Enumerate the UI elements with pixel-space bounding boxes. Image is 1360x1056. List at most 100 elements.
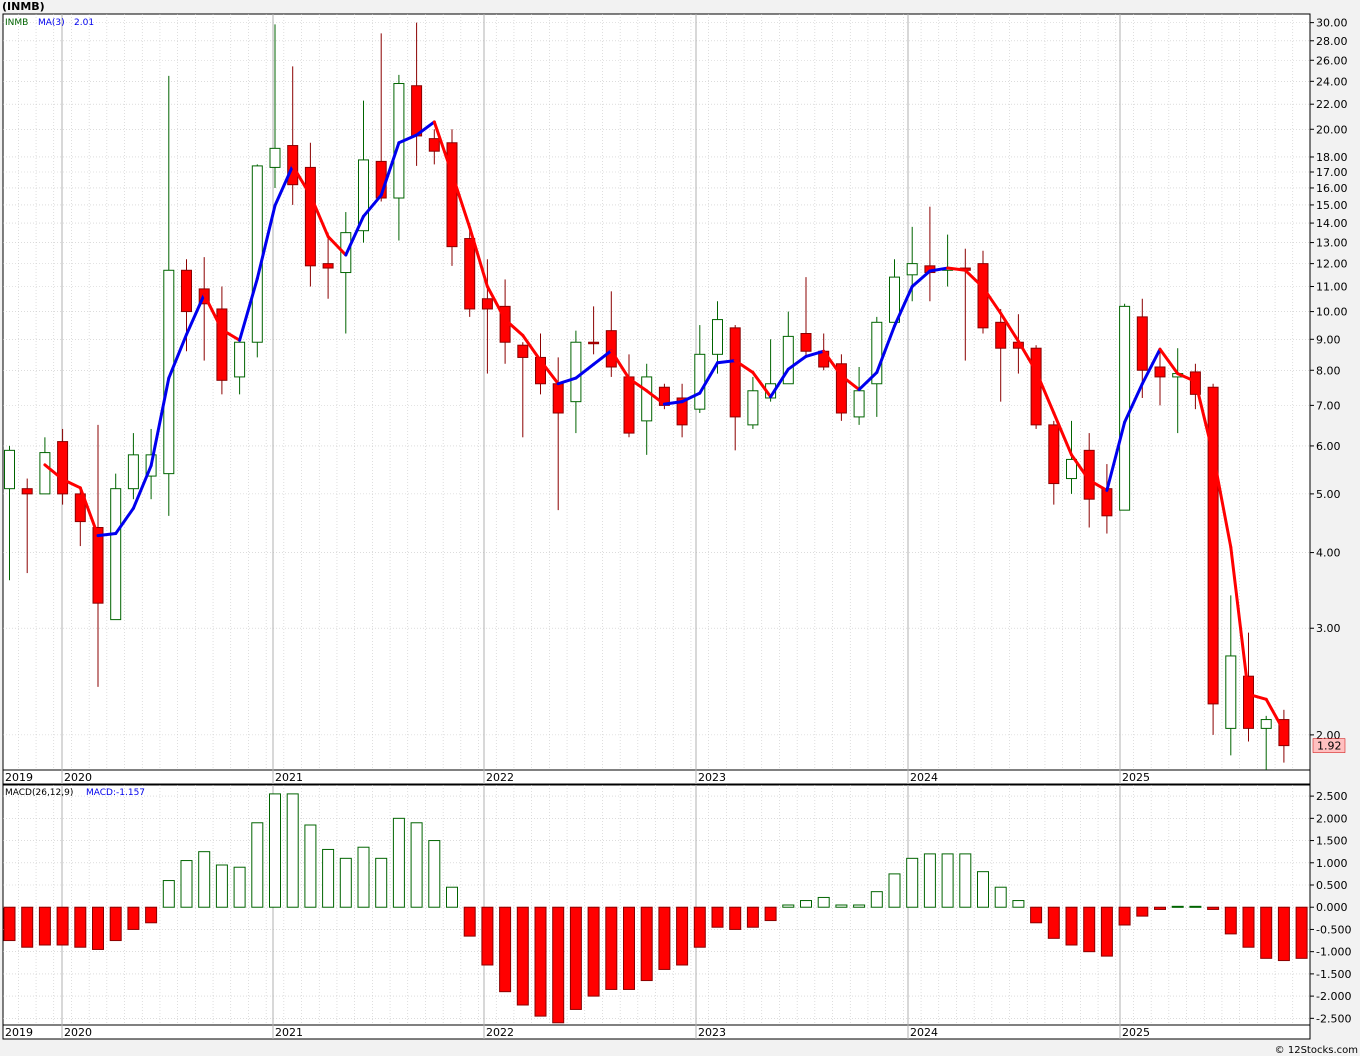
macd-bar-positive: [233, 866, 246, 908]
ma-line-segment: [43, 463, 65, 481]
macd-bar-negative: [746, 906, 759, 928]
macd-bar-positive: [339, 857, 352, 908]
candle-up: [871, 321, 883, 385]
ma-line-segment: [1016, 339, 1038, 373]
price-axis-tick-label: 24.00: [1316, 75, 1348, 88]
ma-line-segment: [96, 532, 118, 538]
candle-down: [411, 85, 423, 137]
macd-bar-positive: [941, 853, 954, 908]
candle-down: [623, 376, 635, 434]
ma-line-segment: [875, 324, 896, 374]
price-axis-tick-label: 5.00: [1316, 488, 1341, 501]
macd-bar-negative: [1136, 906, 1149, 917]
price-axis-tick-label: 6.00: [1316, 440, 1341, 453]
candle-down: [729, 327, 741, 418]
ma-line-segment: [362, 193, 383, 218]
macd-bar-negative: [676, 906, 689, 966]
price-legend-ma-value: 2.01: [74, 18, 94, 28]
macd-axis-tick-label: -1.500: [1316, 968, 1351, 981]
ma-line-segment: [857, 370, 879, 392]
macd-bar-negative: [1030, 906, 1043, 924]
site-credit: © 12Stocks.com: [1274, 1045, 1358, 1056]
macd-axis-tick-label: 2.500: [1316, 790, 1348, 803]
candle-down: [21, 488, 33, 495]
price-date-strip: [2, 769, 1311, 785]
macd-bar-negative: [569, 906, 582, 1010]
macd-bar-negative: [499, 906, 512, 993]
ma-line-segment: [556, 376, 578, 386]
macd-bar-negative: [1224, 906, 1237, 935]
macd-bar-negative: [74, 906, 87, 948]
price-year-label: 2025: [1122, 771, 1150, 784]
ma-line-segment: [1123, 382, 1144, 424]
candle-up: [251, 165, 263, 343]
ma-line-segment: [485, 285, 507, 322]
macd-bar-negative: [1100, 906, 1113, 957]
macd-bar-negative: [3, 906, 16, 942]
ma-line-segment: [255, 204, 277, 281]
macd-bar-positive: [800, 900, 812, 908]
macd-bar-negative: [1295, 906, 1308, 959]
candle-down: [1101, 488, 1113, 517]
candle-up: [570, 341, 582, 403]
candle-down: [446, 142, 458, 248]
candle-down: [304, 166, 316, 267]
price-axis-tick-label: 9.00: [1316, 333, 1341, 346]
ma-line-segment: [963, 268, 985, 289]
candle-down: [322, 263, 334, 269]
macd-bar-positive: [977, 871, 989, 908]
candle-down: [74, 493, 86, 523]
ma-line-segment: [1229, 545, 1250, 696]
price-legend-ma: MA(3): [38, 18, 65, 28]
macd-bar-negative: [1083, 906, 1096, 953]
ma-line-segment: [981, 285, 1003, 315]
candle-down: [605, 330, 617, 368]
price-axis-tick-label: 18.00: [1316, 151, 1348, 164]
macd-bar-positive: [853, 904, 866, 908]
ma-line-segment: [61, 477, 82, 490]
macd-axis-tick-label: 1.500: [1316, 835, 1348, 848]
macd-date-strip: [2, 1024, 1311, 1040]
price-axis-tick-label: 8.00: [1316, 364, 1341, 377]
candle-up: [127, 454, 139, 490]
candle-down: [216, 308, 228, 381]
ma-line-segment: [114, 506, 135, 536]
candle-down: [428, 138, 440, 152]
macd-legend-name: MACD(26,12,9): [5, 788, 73, 798]
ma-line-segment: [645, 389, 666, 406]
ma-line-segment: [1264, 697, 1286, 733]
macd-bar-negative: [587, 906, 600, 997]
macd-bar-negative: [1065, 906, 1078, 946]
macd-bar-negative: [623, 906, 635, 990]
macd-axis-tick-label: 0.000: [1316, 901, 1348, 914]
ma-line-segment: [291, 164, 312, 197]
macd-bar-negative: [56, 906, 69, 946]
macd-bar-negative: [516, 906, 529, 1006]
macd-bar-positive: [304, 824, 317, 908]
macd-year-label: 2024: [910, 1026, 938, 1039]
macd-bar-positive: [180, 860, 193, 908]
macd-bar-positive: [835, 904, 848, 908]
macd-bar-positive: [906, 857, 919, 908]
candle-down: [535, 356, 546, 385]
price-axis-tick-label: 10.00: [1316, 306, 1348, 319]
ma-line-segment: [220, 328, 242, 342]
ma-line-segment: [910, 269, 932, 289]
macd-bar-positive: [1189, 905, 1202, 908]
price-axis-tick-label: 4.00: [1316, 547, 1341, 560]
candle-down: [977, 263, 989, 329]
candle-down: [1278, 719, 1290, 747]
macd-bar-negative: [481, 906, 494, 966]
macd-bar-negative: [38, 906, 51, 946]
macd-bar-positive: [446, 886, 458, 908]
ma-line-segment: [1140, 347, 1162, 386]
macd-bar-negative: [92, 906, 104, 950]
candle-up: [694, 353, 706, 410]
price-axis-tick-label: 30.00: [1316, 17, 1348, 30]
macd-bar-positive: [215, 864, 228, 908]
ma-line-segment: [521, 333, 542, 363]
candle-down: [676, 397, 688, 426]
ma-line-segment: [769, 367, 790, 399]
